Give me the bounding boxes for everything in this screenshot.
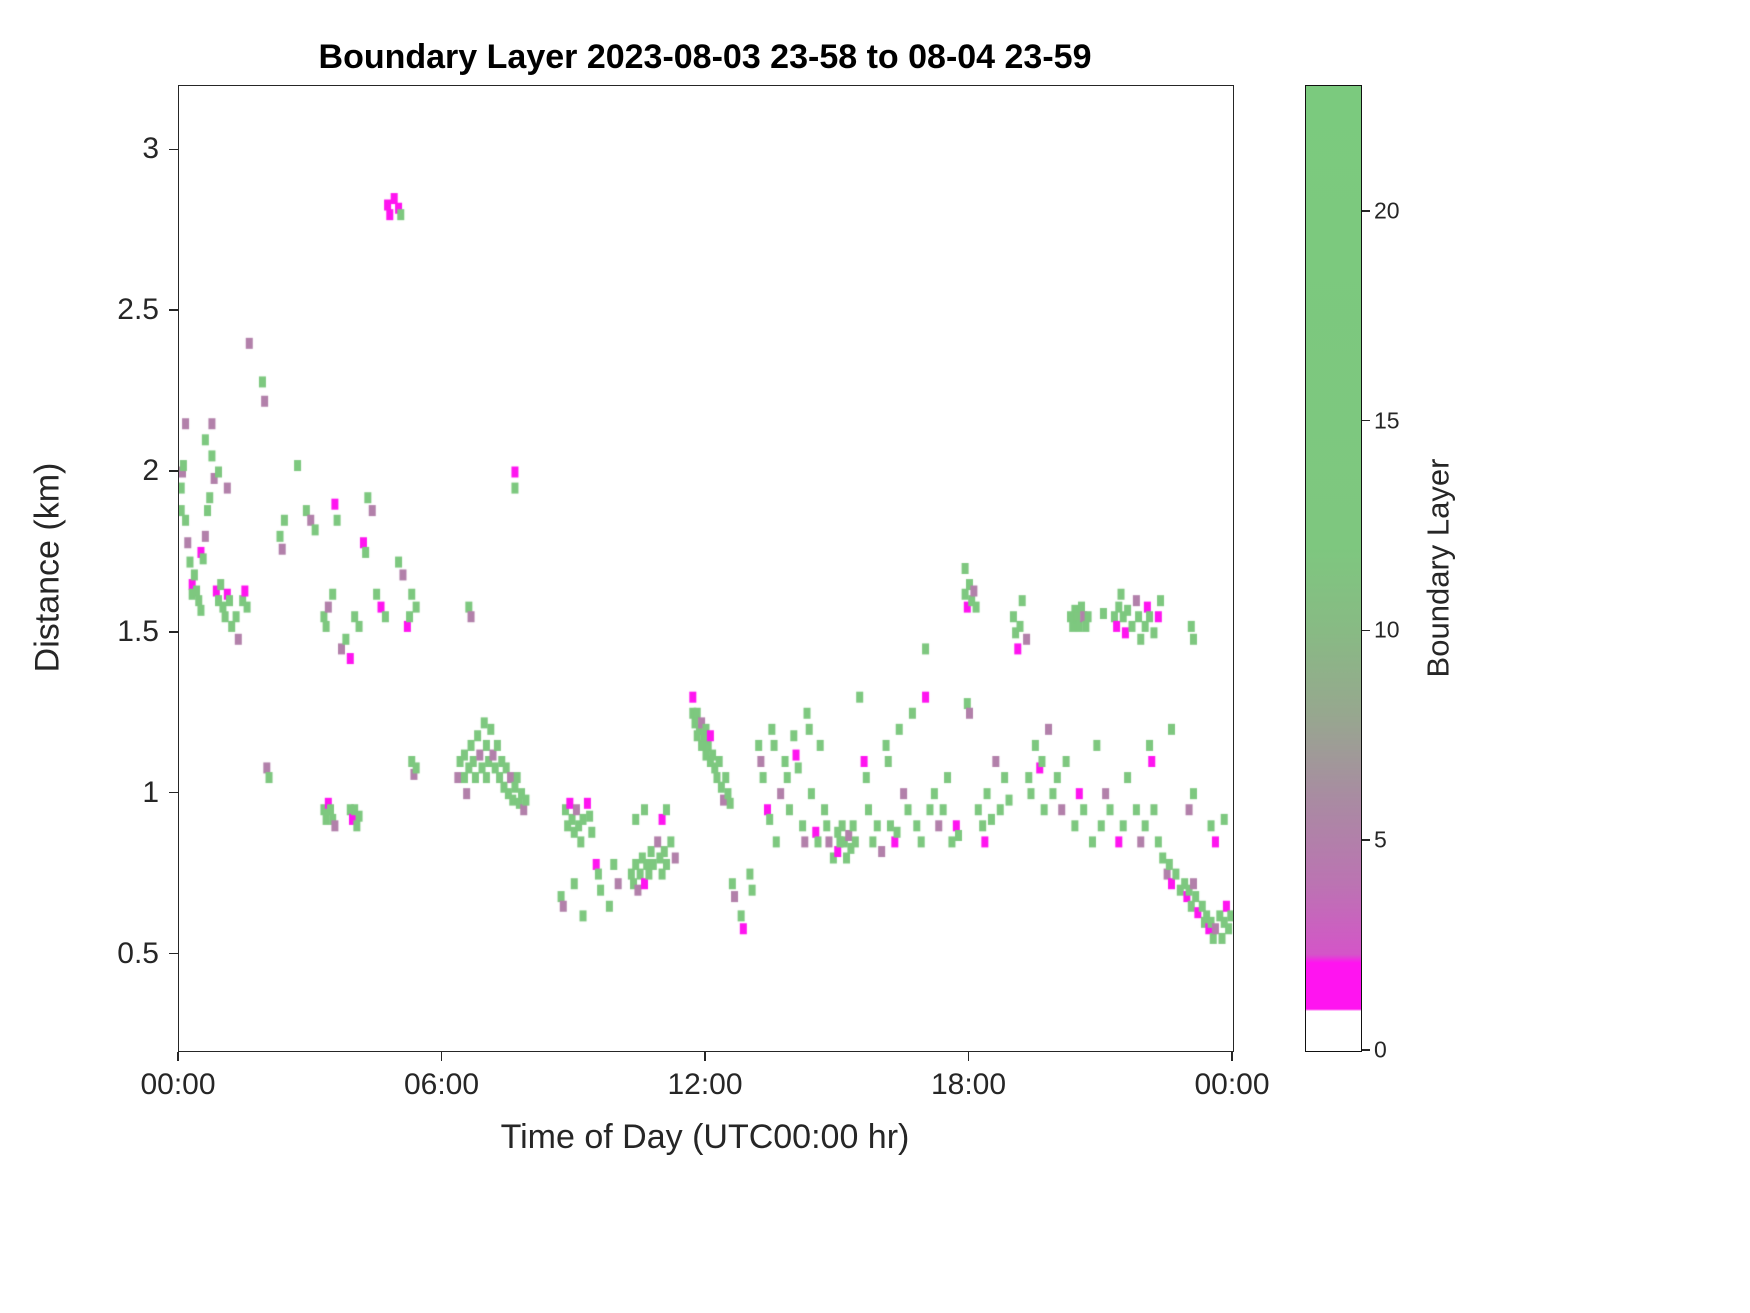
colorbar xyxy=(1305,85,1362,1052)
colorbar-tick-label: 10 xyxy=(1374,616,1400,643)
y-tick-label: 2.5 xyxy=(117,293,159,327)
y-tick-label: 0.5 xyxy=(117,936,159,970)
y-tick-mark xyxy=(169,952,178,955)
y-tick-label: 3 xyxy=(142,132,159,166)
x-tick-label: 18:00 xyxy=(930,1068,1007,1101)
y-tick-mark xyxy=(169,791,178,794)
chart-title: Boundary Layer 2023-08-03 23-58 to 08-04… xyxy=(318,38,1092,76)
colorbar-label-wrap: Boundary Layer xyxy=(1408,85,1468,1050)
colorbar-tick-mark xyxy=(1361,839,1370,841)
y-axis-label-wrap: Distance (km) xyxy=(18,85,78,1050)
colorbar-tick-mark xyxy=(1361,419,1370,422)
colorbar-label: Boundary Layer xyxy=(1420,458,1455,677)
colorbar-tick-label: 20 xyxy=(1374,197,1400,224)
x-tick-mark xyxy=(704,1051,706,1061)
plot-canvas xyxy=(179,86,1233,1051)
x-tick-label: 06:00 xyxy=(403,1068,480,1101)
colorbar-tick-mark xyxy=(1361,1049,1370,1051)
y-tick-mark xyxy=(169,309,178,311)
y-tick-label: 2 xyxy=(142,454,159,487)
x-tick-mark xyxy=(967,1051,970,1061)
colorbar-tick-mark xyxy=(1361,210,1370,212)
y-axis-label: Distance (km) xyxy=(28,462,67,673)
x-tick-label: 12:00 xyxy=(667,1068,743,1101)
x-tick-label: 00:00 xyxy=(140,1068,216,1101)
y-tick-mark xyxy=(169,148,178,151)
colorbar-tick-label: 0 xyxy=(1374,1036,1387,1063)
y-tick-label: 1 xyxy=(142,775,159,809)
x-tick-mark xyxy=(177,1051,179,1061)
y-tick-label: 1.5 xyxy=(117,614,159,648)
x-axis-label: Time of Day (UTC00:00 hr) xyxy=(500,1118,910,1156)
x-tick-label: 00:00 xyxy=(1194,1068,1270,1101)
colorbar-tick-label: 15 xyxy=(1374,407,1400,434)
x-tick-mark xyxy=(440,1051,443,1061)
x-tick-mark xyxy=(1231,1051,1233,1061)
y-tick-mark xyxy=(169,631,178,633)
plot-area xyxy=(178,85,1234,1052)
y-tick-mark xyxy=(169,470,178,472)
colorbar-tick-label: 5 xyxy=(1374,826,1387,853)
colorbar-tick-mark xyxy=(1361,629,1370,632)
